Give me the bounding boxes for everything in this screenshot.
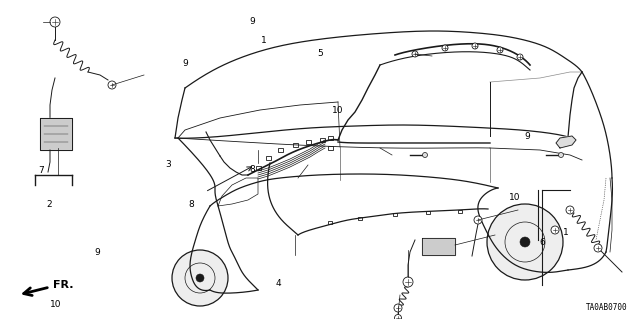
Text: TA0AB0700: TA0AB0700 — [586, 303, 628, 312]
Circle shape — [517, 54, 523, 60]
Text: 8: 8 — [250, 165, 255, 174]
Circle shape — [566, 206, 574, 214]
Circle shape — [394, 304, 402, 312]
Polygon shape — [556, 136, 576, 148]
Circle shape — [594, 244, 602, 252]
Circle shape — [520, 237, 530, 247]
Circle shape — [551, 226, 559, 234]
Bar — [393, 212, 397, 216]
Text: 9: 9 — [250, 17, 255, 26]
Circle shape — [172, 250, 228, 306]
Text: 7: 7 — [38, 166, 44, 175]
Circle shape — [474, 216, 482, 224]
Text: 5: 5 — [317, 49, 323, 58]
Text: 10: 10 — [50, 300, 61, 309]
Text: 10: 10 — [332, 106, 343, 115]
Bar — [358, 217, 362, 219]
Circle shape — [487, 204, 563, 280]
Bar — [328, 136, 333, 140]
Text: 2: 2 — [46, 200, 52, 209]
Circle shape — [442, 45, 448, 51]
Circle shape — [394, 315, 401, 319]
Bar — [305, 140, 310, 144]
Circle shape — [472, 43, 478, 49]
Circle shape — [497, 47, 503, 53]
Text: 9: 9 — [525, 132, 531, 141]
Circle shape — [50, 17, 60, 27]
Circle shape — [108, 81, 116, 89]
Text: 9: 9 — [95, 248, 100, 256]
Bar — [255, 166, 260, 170]
Polygon shape — [422, 238, 455, 255]
Circle shape — [422, 152, 428, 158]
Bar — [328, 220, 332, 224]
Bar — [328, 146, 333, 150]
Bar — [319, 138, 324, 142]
Text: 6: 6 — [539, 238, 545, 247]
Polygon shape — [40, 118, 72, 150]
Bar — [278, 148, 282, 152]
Circle shape — [403, 277, 413, 287]
Circle shape — [196, 274, 204, 282]
Bar — [266, 156, 271, 160]
Text: 1: 1 — [563, 228, 569, 237]
Text: 8: 8 — [189, 200, 195, 209]
Text: 3: 3 — [165, 160, 171, 169]
Text: 4: 4 — [275, 279, 281, 288]
Text: 10: 10 — [509, 193, 520, 202]
Circle shape — [559, 152, 563, 158]
Circle shape — [412, 51, 418, 57]
Bar — [292, 143, 298, 147]
Text: FR.: FR. — [53, 280, 74, 290]
Bar — [426, 211, 430, 213]
Text: 9: 9 — [182, 59, 188, 68]
Bar — [458, 210, 462, 212]
Text: 1: 1 — [261, 36, 267, 45]
